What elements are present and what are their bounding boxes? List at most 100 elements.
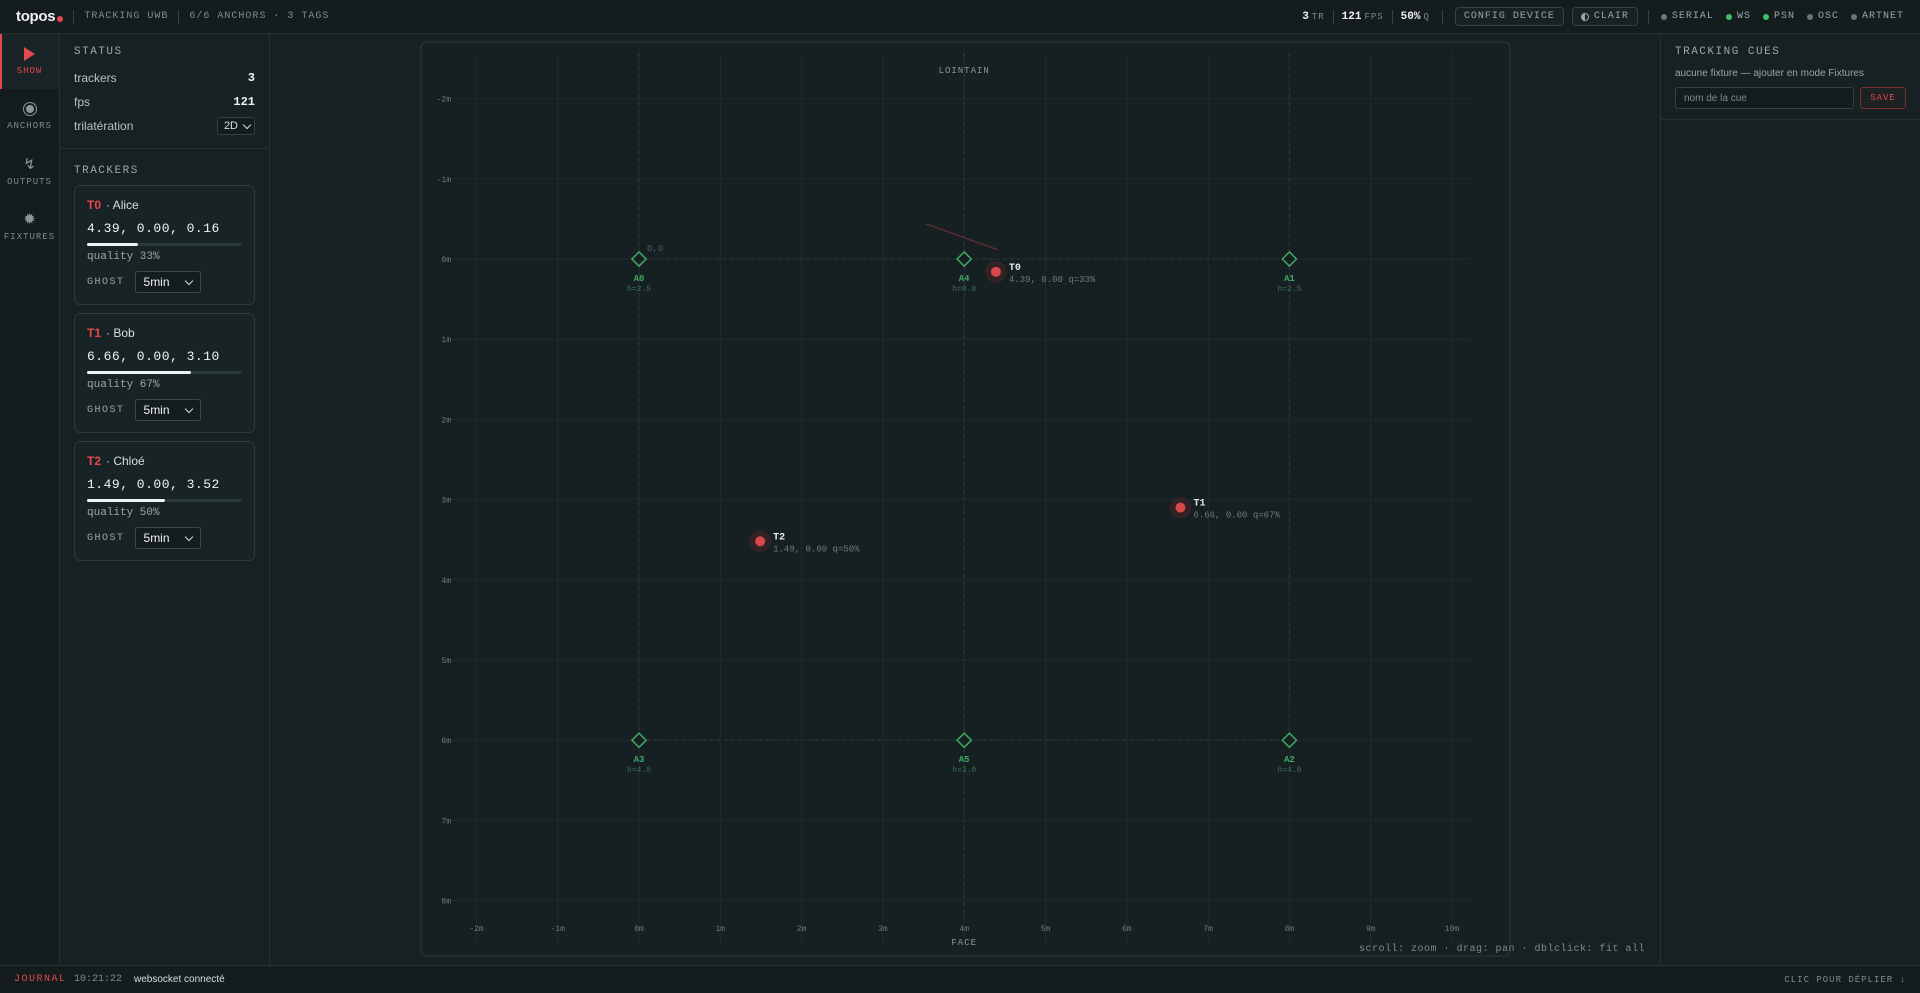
theme-toggle-button[interactable]: CLAIR [1571,7,1638,26]
ghost-select[interactable]: 5min [134,399,201,421]
tracker-map-label: T2 [773,532,785,543]
anchor-marker[interactable] [1281,732,1298,749]
nav-rail: SHOW ANCHORS ↯ OUTPUTS ✹ FIXTURES [0,34,60,965]
app-logo: topos [16,8,64,25]
stage-front-label: FACE [951,938,977,948]
y-tick-label: 2m [441,416,451,425]
nav-anchors[interactable]: ANCHORS [0,89,59,144]
anchor-label: A3 [634,755,645,765]
side-panel: STATUS trackers 3 fps 121 trilatération 2D… [60,34,270,965]
tracker-marker[interactable] [1175,502,1186,513]
bolt-icon: ↯ [23,155,36,173]
tracker-quality: quality 50% [87,507,160,519]
mode-label: TRACKING UWB [84,11,169,22]
status-row-trilateration: trilatération 2D [60,114,269,138]
tracker-map-label: T1 [1193,499,1205,510]
y-tick-label: 0m [441,256,451,265]
anchor-label: A2 [1284,755,1295,765]
status-dot-icon [1850,13,1857,20]
tracker-marker[interactable] [755,536,766,547]
tracker-card[interactable]: T0 · Alice 4.39, 0.00, 0.16 quality 33% GHOS… [74,185,255,305]
anchor-label: A0 [634,274,645,284]
tracker-name: · Alice [106,198,139,212]
ghost-select[interactable]: 5min [134,271,201,293]
anchor-marker[interactable] [1281,250,1298,268]
tracker-quality: quality 67% [87,379,160,391]
status-indicator-artnet: ARTNET [1850,11,1904,22]
y-tick-label: 4m [441,577,451,586]
status-dot-icon [1660,13,1667,20]
y-tick-label: 1m [441,336,451,345]
x-tick-label: 7m [1203,925,1213,934]
anchor-height: h=3.0 [952,766,976,775]
tracking-map[interactable]: -2m -1m 0m 1m 2m 3m 4m 5m 6m 7m 8m 9m 10m -2m -1m 0m 1m 2… [271,34,1659,965]
x-tick-label: -2m [469,925,484,934]
quality-bar [87,243,242,246]
tracker-id: T1 [87,326,102,340]
radio-icon [22,102,37,116]
x-tick-label: 1m [715,925,725,934]
stat-quality: 50% Q [1400,10,1430,23]
anchor-label: A5 [959,755,970,765]
status-dot-icon [1762,13,1769,20]
y-tick-label: -2m [437,96,452,105]
chevron-down-icon [242,120,252,129]
tracker-quality: quality 33% [87,251,160,263]
anchor-height: h=4.0 [1277,766,1301,775]
stage-back-label: LOINTAIN [939,66,990,76]
journal-time: 10:21:22 [74,974,123,985]
tracker-marker[interactable] [990,266,1001,277]
cues-note: aucune fixture — ajouter en mode Fixture… [1675,68,1864,79]
quality-bar [87,499,242,502]
trackers-title: TRACKERS [74,165,139,177]
status-indicator-osc: OSC [1806,11,1839,22]
x-tick-label: 8m [1285,925,1295,934]
x-tick-label: 5m [1041,925,1051,934]
anchor-height: h=2.5 [627,285,651,294]
anchor-height: h=0.0 [952,285,976,294]
journal-bar[interactable]: JOURNAL 10:21:22 websocket connecté CLIC… [0,965,1920,993]
sun-icon: ✹ [23,210,36,228]
anchor-height: h=2.5 [1277,285,1301,294]
x-tick-label: 4m [959,925,969,934]
cue-name-input[interactable] [1675,87,1854,109]
stat-fps: 121 FPS [1341,10,1384,23]
tracker-id: T0 [87,198,102,212]
y-tick-label: 3m [441,497,451,506]
nav-fixtures[interactable]: ✹ FIXTURES [3,210,56,242]
nav-outputs[interactable]: ↯ OUTPUTS [7,155,52,187]
play-icon [24,47,35,61]
trilateration-select[interactable]: 2D [216,117,255,135]
ghost-select[interactable]: 5min [134,527,201,549]
anchor-marker[interactable] [630,250,648,268]
nav-show[interactable]: SHOW [0,34,59,89]
anchor-marker[interactable] [630,732,648,749]
y-tick-label: 8m [441,898,451,907]
tracker-map-info: 1.49, 0.00 q=50% [773,544,860,554]
tracker-card[interactable]: T1 · Bob 6.66, 0.00, 3.10 quality 67% GHOST 5… [74,313,255,433]
quality-bar [87,371,242,374]
config-device-button[interactable]: CONFIG DEVICE [1454,7,1564,26]
anchor-marker[interactable] [956,732,973,749]
status-dot-icon [1806,13,1813,20]
top-bar: topos TRACKING UWB 6/6 ANCHORS · 3 TAGS … [0,0,1920,34]
origin-label: 0,0 [647,244,663,254]
quality-bar-fill [87,243,139,246]
x-tick-label: -1m [550,925,565,934]
anchor-label: A4 [959,274,970,284]
quality-bar-fill [87,499,165,502]
y-tick-label: -1m [437,176,452,185]
journal-label: JOURNAL [14,974,67,985]
anchor-marker[interactable] [956,250,973,268]
tracker-id: T2 [87,454,102,468]
tracker-card[interactable]: T2 · Chloé 1.49, 0.00, 3.52 quality 50% GHOS… [74,441,255,561]
journal-expand-button[interactable]: CLIC POUR DÉPLIER ↓ [1784,974,1906,985]
x-tick-label: 0m [634,925,644,934]
stat-trackers: 3 TR [1302,10,1325,23]
save-cue-button[interactable]: SAVE [1860,87,1906,109]
x-tick-label: 9m [1366,925,1376,934]
anchor-label: A1 [1284,274,1295,284]
ghost-label: GHOST [87,404,125,416]
tracker-map-info: 4.39, 0.00 q=33% [1009,275,1096,285]
y-tick-label: 5m [441,657,451,666]
